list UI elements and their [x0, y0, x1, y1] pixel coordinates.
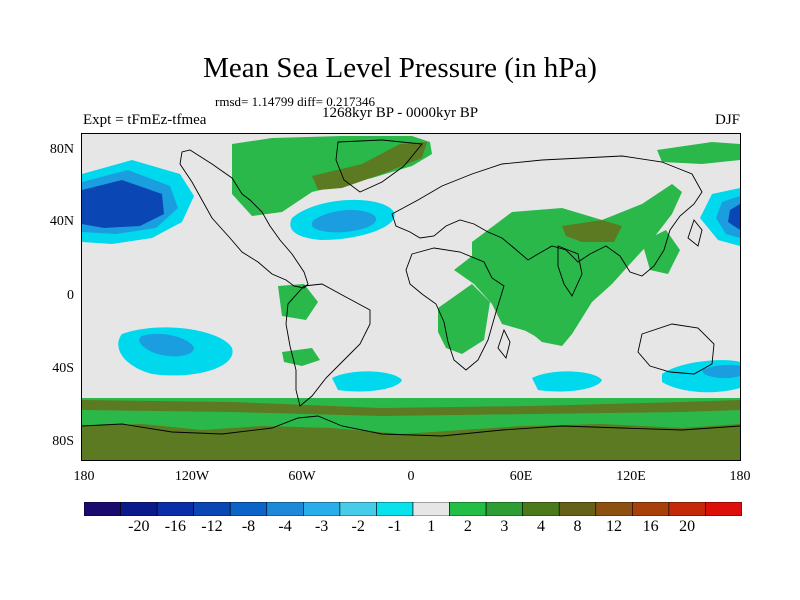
colorbar-label: -16: [164, 518, 187, 535]
contour-green-south-america: [278, 284, 318, 320]
coastlines: [82, 139, 740, 437]
coast-africa: [405, 247, 505, 371]
colorbar-label: 1: [427, 518, 436, 535]
colorbar-label: 16: [642, 518, 659, 535]
contour-green-eurasia: [454, 184, 682, 346]
coast-eurasia: [391, 155, 703, 277]
colorbar-label: 20: [679, 518, 696, 535]
lat-label-80s: 80S: [52, 434, 74, 449]
lat-label-40s: 40S: [52, 361, 74, 376]
coast-greenland: [335, 139, 423, 193]
colorbar-label: 8: [573, 518, 582, 535]
lon-label-60w: 60W: [288, 469, 316, 484]
colorbar-swatch: [376, 502, 414, 516]
period-label: 1268kyr BP - 0000kyr BP: [322, 105, 479, 121]
lon-label-180e: 180: [729, 469, 751, 484]
lat-label-0: 0: [67, 288, 74, 303]
colorbar-swatch: [339, 502, 377, 516]
colorbar-label: -2: [351, 518, 365, 535]
coast-south-america: [285, 283, 371, 407]
colorbar-swatch: [266, 502, 304, 516]
contour-blue-spac-inner: [139, 333, 194, 357]
contour-blue-npac-right-mid: [716, 196, 740, 238]
colorbar-swatch: [522, 502, 560, 516]
contour-blue-satl: [332, 371, 402, 392]
colorbar-swatch: [595, 502, 633, 516]
coast-australia: [637, 323, 715, 375]
contour-green-indian: [522, 284, 582, 340]
experiment-label: Expt = tFmEz-tfmea: [83, 112, 207, 128]
colorbar-swatch: [632, 502, 670, 516]
colorbar-label: -4: [278, 518, 292, 535]
coast-indian-subcontinent: [557, 245, 583, 297]
contour-dark-antarctica: [82, 424, 740, 460]
contour-blue-sind: [532, 371, 602, 392]
colorbar-label: 12: [606, 518, 623, 535]
colorbar-label: -12: [201, 518, 223, 535]
coast-madagascar: [497, 328, 511, 359]
contour-dark-asia: [562, 220, 622, 242]
colorbar-swatch: [705, 502, 742, 516]
colorbar: [84, 502, 742, 516]
contour-blue-seaus-inner: [702, 364, 740, 379]
colorbar-swatch: [485, 502, 523, 516]
contour-blue-natl-inner: [311, 210, 377, 233]
lat-label-40n: 40N: [49, 214, 74, 229]
lon-label-0: 0: [407, 469, 415, 484]
contour-dark-southern-ring: [82, 400, 740, 416]
colorbar-swatch: [120, 502, 158, 516]
contour-green-northpacific: [242, 142, 312, 164]
colorbar-label: -20: [128, 518, 150, 535]
lon-label-120w: 120W: [174, 469, 210, 484]
colorbar-swatch: [412, 502, 450, 516]
contour-blue-npac-dark: [82, 180, 164, 228]
contour-green-russia-north: [657, 142, 740, 164]
lon-label-60e: 60E: [509, 469, 533, 484]
contour-green-sea-asia: [642, 230, 680, 274]
contour-green-africa-west: [438, 284, 490, 354]
colorbar-swatch: [558, 502, 597, 516]
pressure-map: [81, 133, 741, 461]
season-label: DJF: [714, 112, 740, 128]
colorbar-label: -1: [388, 518, 402, 535]
lon-label-180w: 180: [73, 469, 95, 484]
colorbar-swatch: [668, 502, 706, 516]
colorbar-swatch: [449, 502, 487, 516]
stats-label: rmsd= 1.14799 diff= 0.217346: [215, 94, 375, 109]
coast-antarctica: [82, 415, 740, 437]
colorbar-swatch: [193, 502, 231, 516]
contour-dark-greenland: [312, 142, 427, 190]
colorbar-swatch: [156, 502, 194, 516]
colorbar-label: -8: [241, 518, 256, 535]
colorbar-label: -3: [314, 518, 329, 535]
colorbar-swatch: [303, 502, 341, 516]
coast-north-america: [179, 149, 309, 289]
coast-japan: [687, 219, 703, 247]
colorbar-swatch: [229, 502, 268, 516]
lon-label-120e: 120E: [616, 469, 646, 484]
colorbar-label: 2: [463, 518, 472, 535]
colorbar-label: 4: [536, 518, 545, 535]
colorbar-label: 3: [500, 518, 509, 535]
colorbar-swatch: [84, 502, 121, 516]
lat-label-80n: 80N: [49, 142, 74, 157]
contour-blue-npac-right-dark: [728, 204, 740, 230]
map-title: Mean Sea Level Pressure (in hPa): [203, 52, 597, 84]
